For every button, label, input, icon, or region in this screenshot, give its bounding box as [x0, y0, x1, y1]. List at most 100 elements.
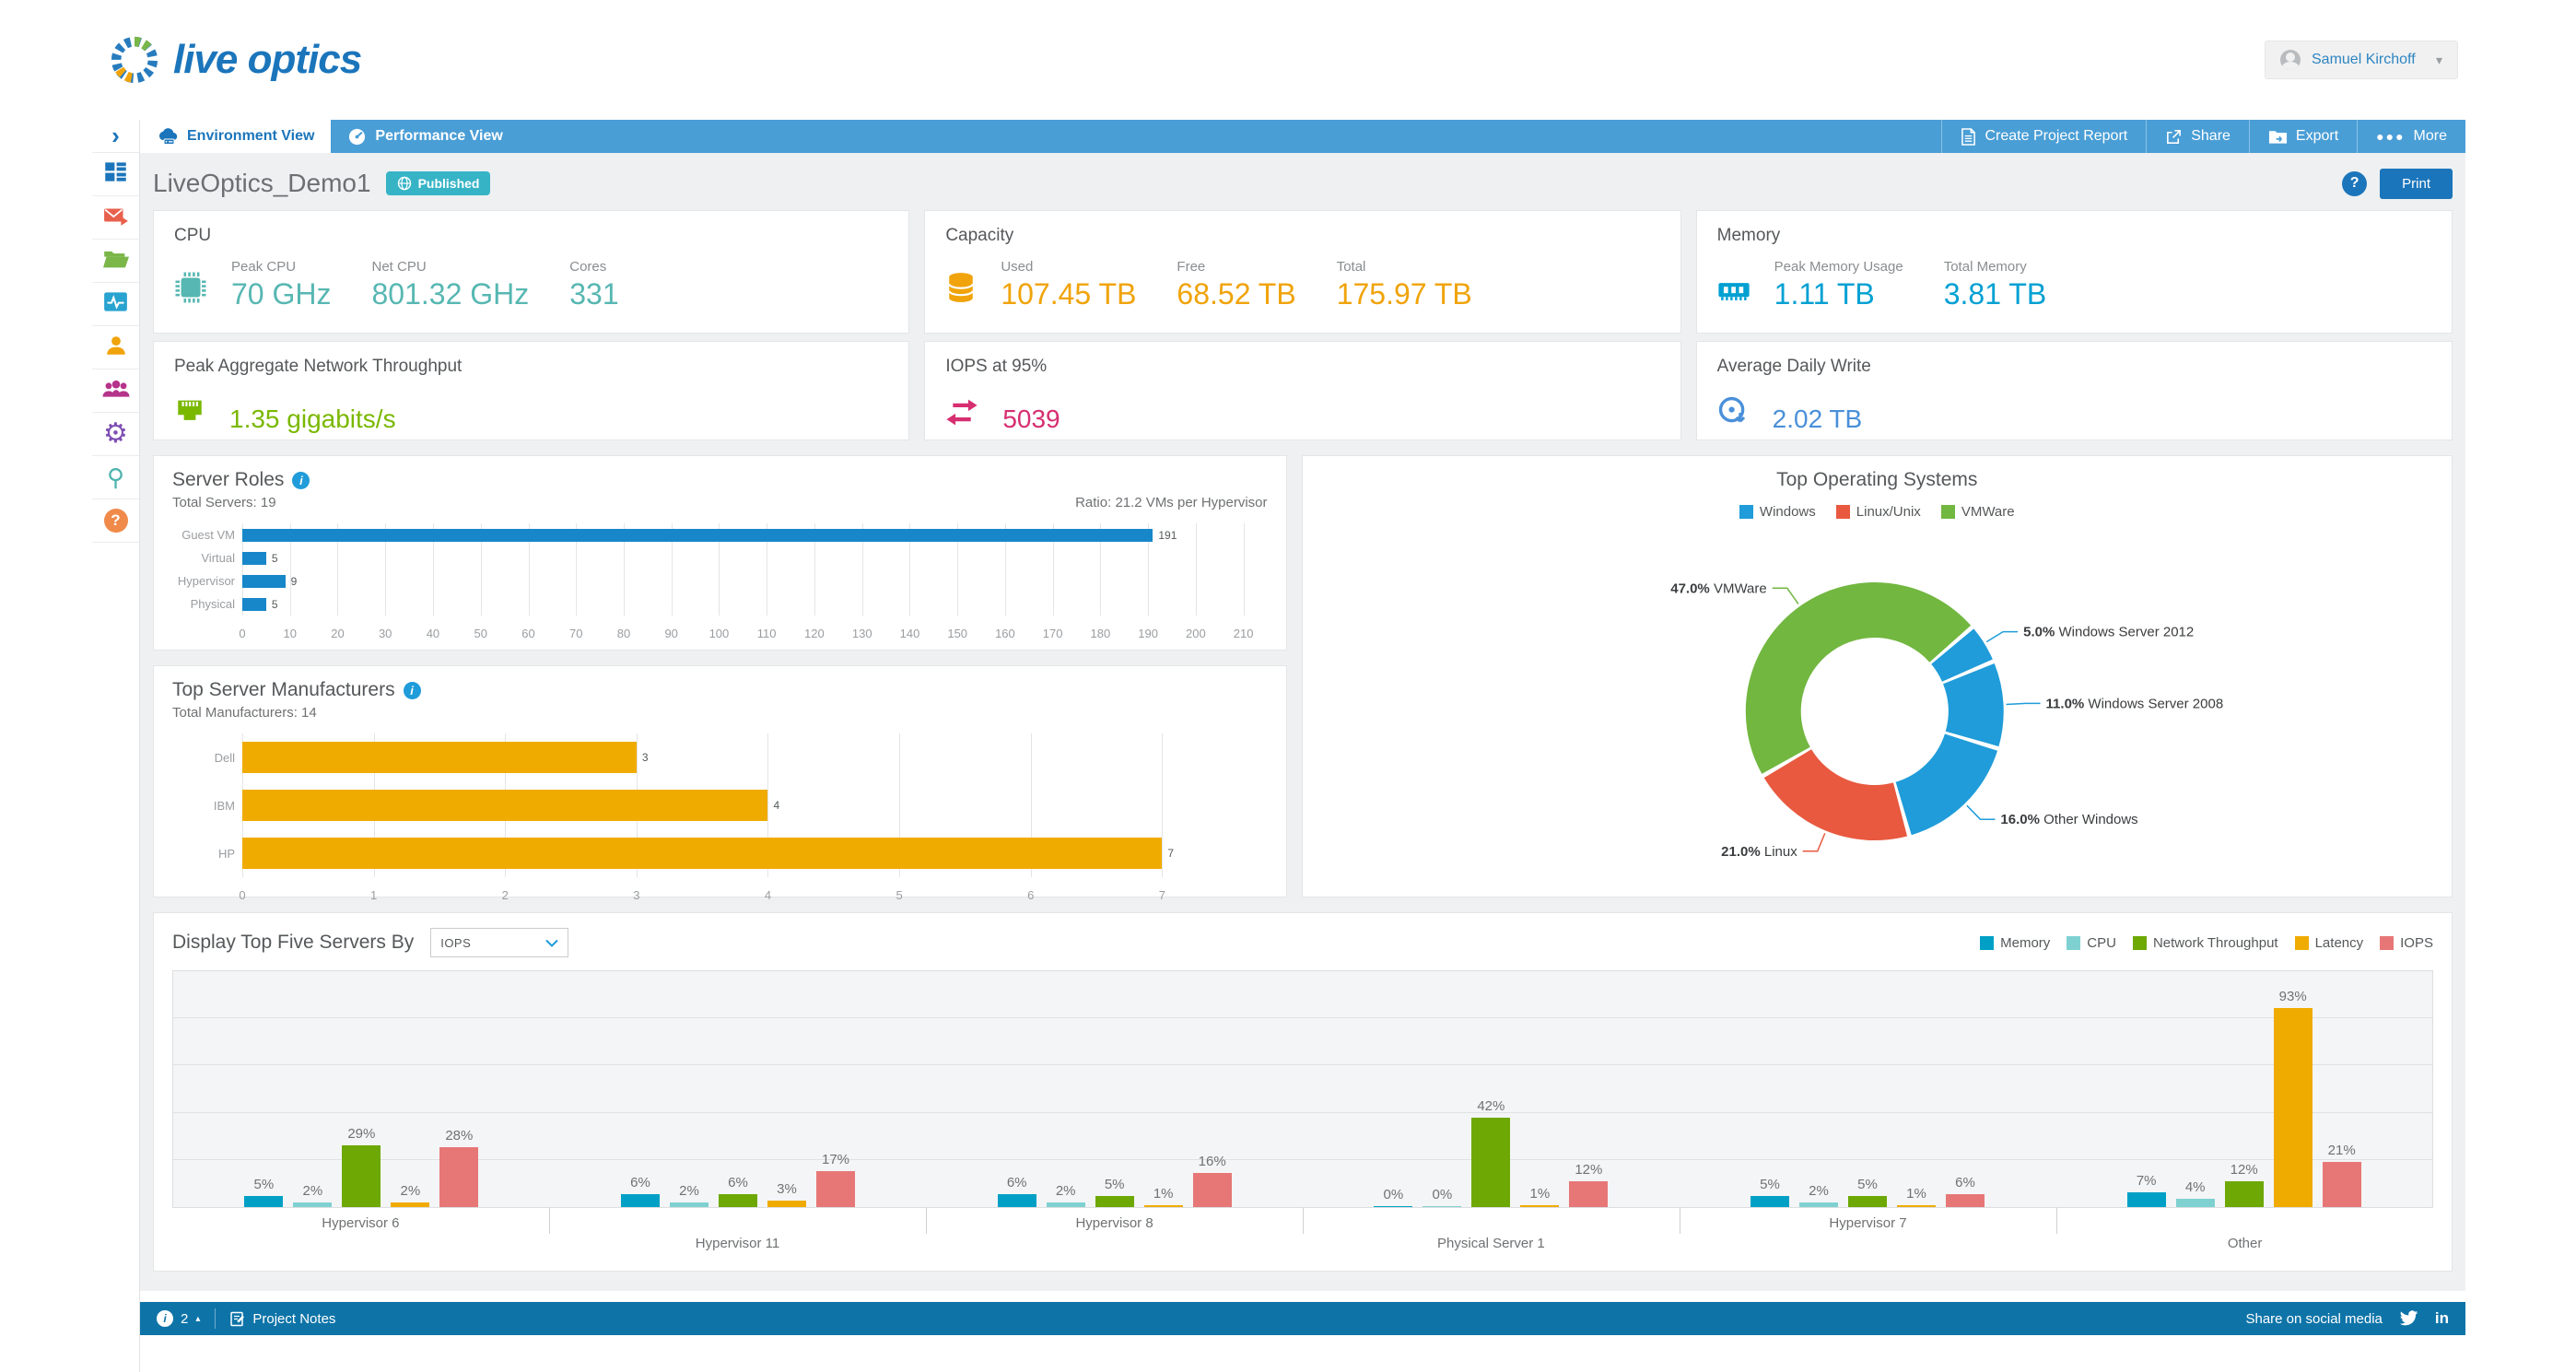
sidebar-item-expand-chevron[interactable]: › — [92, 120, 139, 153]
bar-group-item: 17% — [816, 1152, 855, 1207]
bar[interactable] — [670, 1202, 708, 1207]
expand-chevron-icon: › — [111, 122, 120, 149]
bar-value-label: 29% — [347, 1125, 376, 1142]
bar-value-label: 7% — [2136, 1172, 2157, 1189]
memory-card: Memory Peak Memory Usage 1.11 TB Total Memo… — [1695, 210, 2453, 334]
bar[interactable] — [767, 1201, 806, 1207]
sidebar-item-team[interactable] — [92, 369, 139, 413]
bar[interactable] — [1848, 1196, 1888, 1207]
bar[interactable] — [244, 1196, 284, 1207]
export-button[interactable]: Export — [2248, 120, 2357, 153]
bar[interactable] — [997, 1194, 1036, 1207]
x-tick-label: 130 — [851, 627, 872, 640]
disc-write-icon — [1717, 395, 1749, 431]
metric: Total 175.97 TB — [1337, 259, 1472, 311]
bar-group-item: 6% — [719, 1175, 757, 1207]
user-icon — [104, 334, 128, 362]
iops-card: IOPS at 95% 5039 — [924, 341, 1681, 440]
bar[interactable] — [1374, 1206, 1413, 1207]
bar-value: 7 — [1167, 847, 1175, 860]
bar[interactable] — [1143, 1204, 1183, 1207]
bar[interactable] — [1095, 1196, 1134, 1207]
bar[interactable] — [2126, 1191, 2166, 1207]
more-button[interactable]: ●●● More — [2357, 120, 2465, 153]
x-tick-label: 50 — [474, 627, 487, 640]
metric: 1.35 gigabits/s — [229, 386, 396, 434]
sidebar-item-tools[interactable]: ⚲ — [92, 456, 139, 499]
x-tick-label: 110 — [756, 627, 777, 640]
linkedin-icon[interactable]: in — [2434, 1309, 2449, 1327]
sidebar-item-help[interactable]: ? — [92, 499, 139, 543]
display-by-dropdown[interactable]: IOPS — [430, 928, 569, 957]
bar — [242, 597, 266, 611]
bar[interactable] — [1569, 1181, 1609, 1207]
settings-gear-icon: ⚙ — [103, 418, 128, 449]
bar-value-label: 21% — [2327, 1143, 2356, 1159]
bar-group-item: 0% — [1423, 1187, 1462, 1207]
bar[interactable] — [2273, 1008, 2313, 1207]
sidebar-item-activity-monitor[interactable] — [92, 283, 139, 326]
bar-value-label: 1% — [1529, 1185, 1551, 1202]
share-button[interactable]: Share — [2146, 120, 2249, 153]
x-tick-label: 7 — [1158, 888, 1165, 902]
activity-monitor-icon — [103, 290, 128, 318]
bar-value-label: 2% — [400, 1183, 421, 1200]
project-notes-button[interactable]: Project Notes — [230, 1311, 335, 1327]
top-header: live optics Samuel Kirchoff ▾ — [0, 0, 2576, 120]
create-project-report-button[interactable]: Create Project Report — [1941, 120, 2146, 153]
donut-slice[interactable] — [1895, 733, 1997, 836]
bar[interactable] — [293, 1202, 333, 1207]
tab-environment-view[interactable]: Environment View — [140, 120, 332, 153]
bar[interactable] — [1192, 1172, 1232, 1207]
bar[interactable] — [1751, 1196, 1790, 1207]
sidebar-item-settings-gear[interactable]: ⚙ — [92, 413, 139, 456]
bar[interactable] — [1046, 1202, 1085, 1207]
notifications-toggle[interactable]: i 2 ▴ — [157, 1310, 200, 1327]
info-icon[interactable]: i — [292, 471, 310, 489]
bar[interactable] — [342, 1144, 381, 1207]
donut-slice[interactable] — [1930, 628, 1993, 682]
bar-row: 7 — [242, 829, 1268, 877]
sidebar-item-dashboard[interactable] — [92, 153, 139, 196]
sidebar-item-email-share[interactable] — [92, 196, 139, 240]
x-tick-label: 10 — [283, 627, 297, 640]
email-share-icon — [103, 204, 129, 232]
bar-group-item: 12% — [1569, 1162, 1609, 1207]
bar-value-label: 5% — [1760, 1177, 1780, 1193]
x-category-label: Hypervisor 7 — [1829, 1215, 1907, 1231]
sidebar-item-projects-folder[interactable] — [92, 240, 139, 283]
bar[interactable] — [1423, 1206, 1462, 1207]
bar[interactable] — [2322, 1162, 2361, 1207]
cpu-chip-icon — [174, 271, 207, 309]
donut-slice[interactable] — [1745, 582, 1971, 774]
help-button[interactable]: ? — [2342, 170, 2368, 196]
donut-slice[interactable] — [1763, 749, 1907, 841]
metric: 5039 — [1002, 386, 1060, 434]
bar[interactable] — [719, 1194, 757, 1207]
bar[interactable] — [2224, 1181, 2264, 1207]
legend-item: IOPS — [2380, 935, 2433, 951]
bar[interactable] — [816, 1170, 855, 1207]
bar[interactable] — [391, 1202, 430, 1207]
bar[interactable] — [1520, 1204, 1560, 1207]
bar-group-item: 29% — [342, 1126, 381, 1207]
dashboard-content: LiveOptics_Demo1 Published ? Print — [140, 153, 2465, 1291]
twitter-icon[interactable] — [2399, 1310, 2418, 1327]
tab-performance-view[interactable]: Performance View — [331, 120, 519, 153]
bar[interactable] — [1471, 1117, 1511, 1207]
bar[interactable] — [1897, 1204, 1937, 1207]
top-manufacturers-panel: Top Server Manufacturers i Total Manufac… — [153, 665, 1287, 902]
donut-slice[interactable] — [1942, 663, 2004, 747]
info-icon[interactable]: i — [403, 681, 421, 699]
bar[interactable] — [1799, 1202, 1839, 1207]
legend-label: VMWare — [1961, 504, 2015, 520]
bar[interactable] — [2175, 1198, 2215, 1207]
servers-legend: Memory CPU Network Throughput Latency IOPS — [1980, 935, 2433, 951]
user-menu[interactable]: Samuel Kirchoff ▾ — [2265, 41, 2458, 79]
bar[interactable] — [439, 1147, 479, 1207]
bar[interactable] — [621, 1194, 660, 1207]
os-donut-chart: 47.0% VMWare 5.0% Windows Server 2012 11.0… — [1321, 520, 2433, 885]
sidebar-item-user[interactable] — [92, 326, 139, 369]
bar[interactable] — [1946, 1194, 1985, 1207]
print-button[interactable]: Print — [2380, 168, 2453, 199]
